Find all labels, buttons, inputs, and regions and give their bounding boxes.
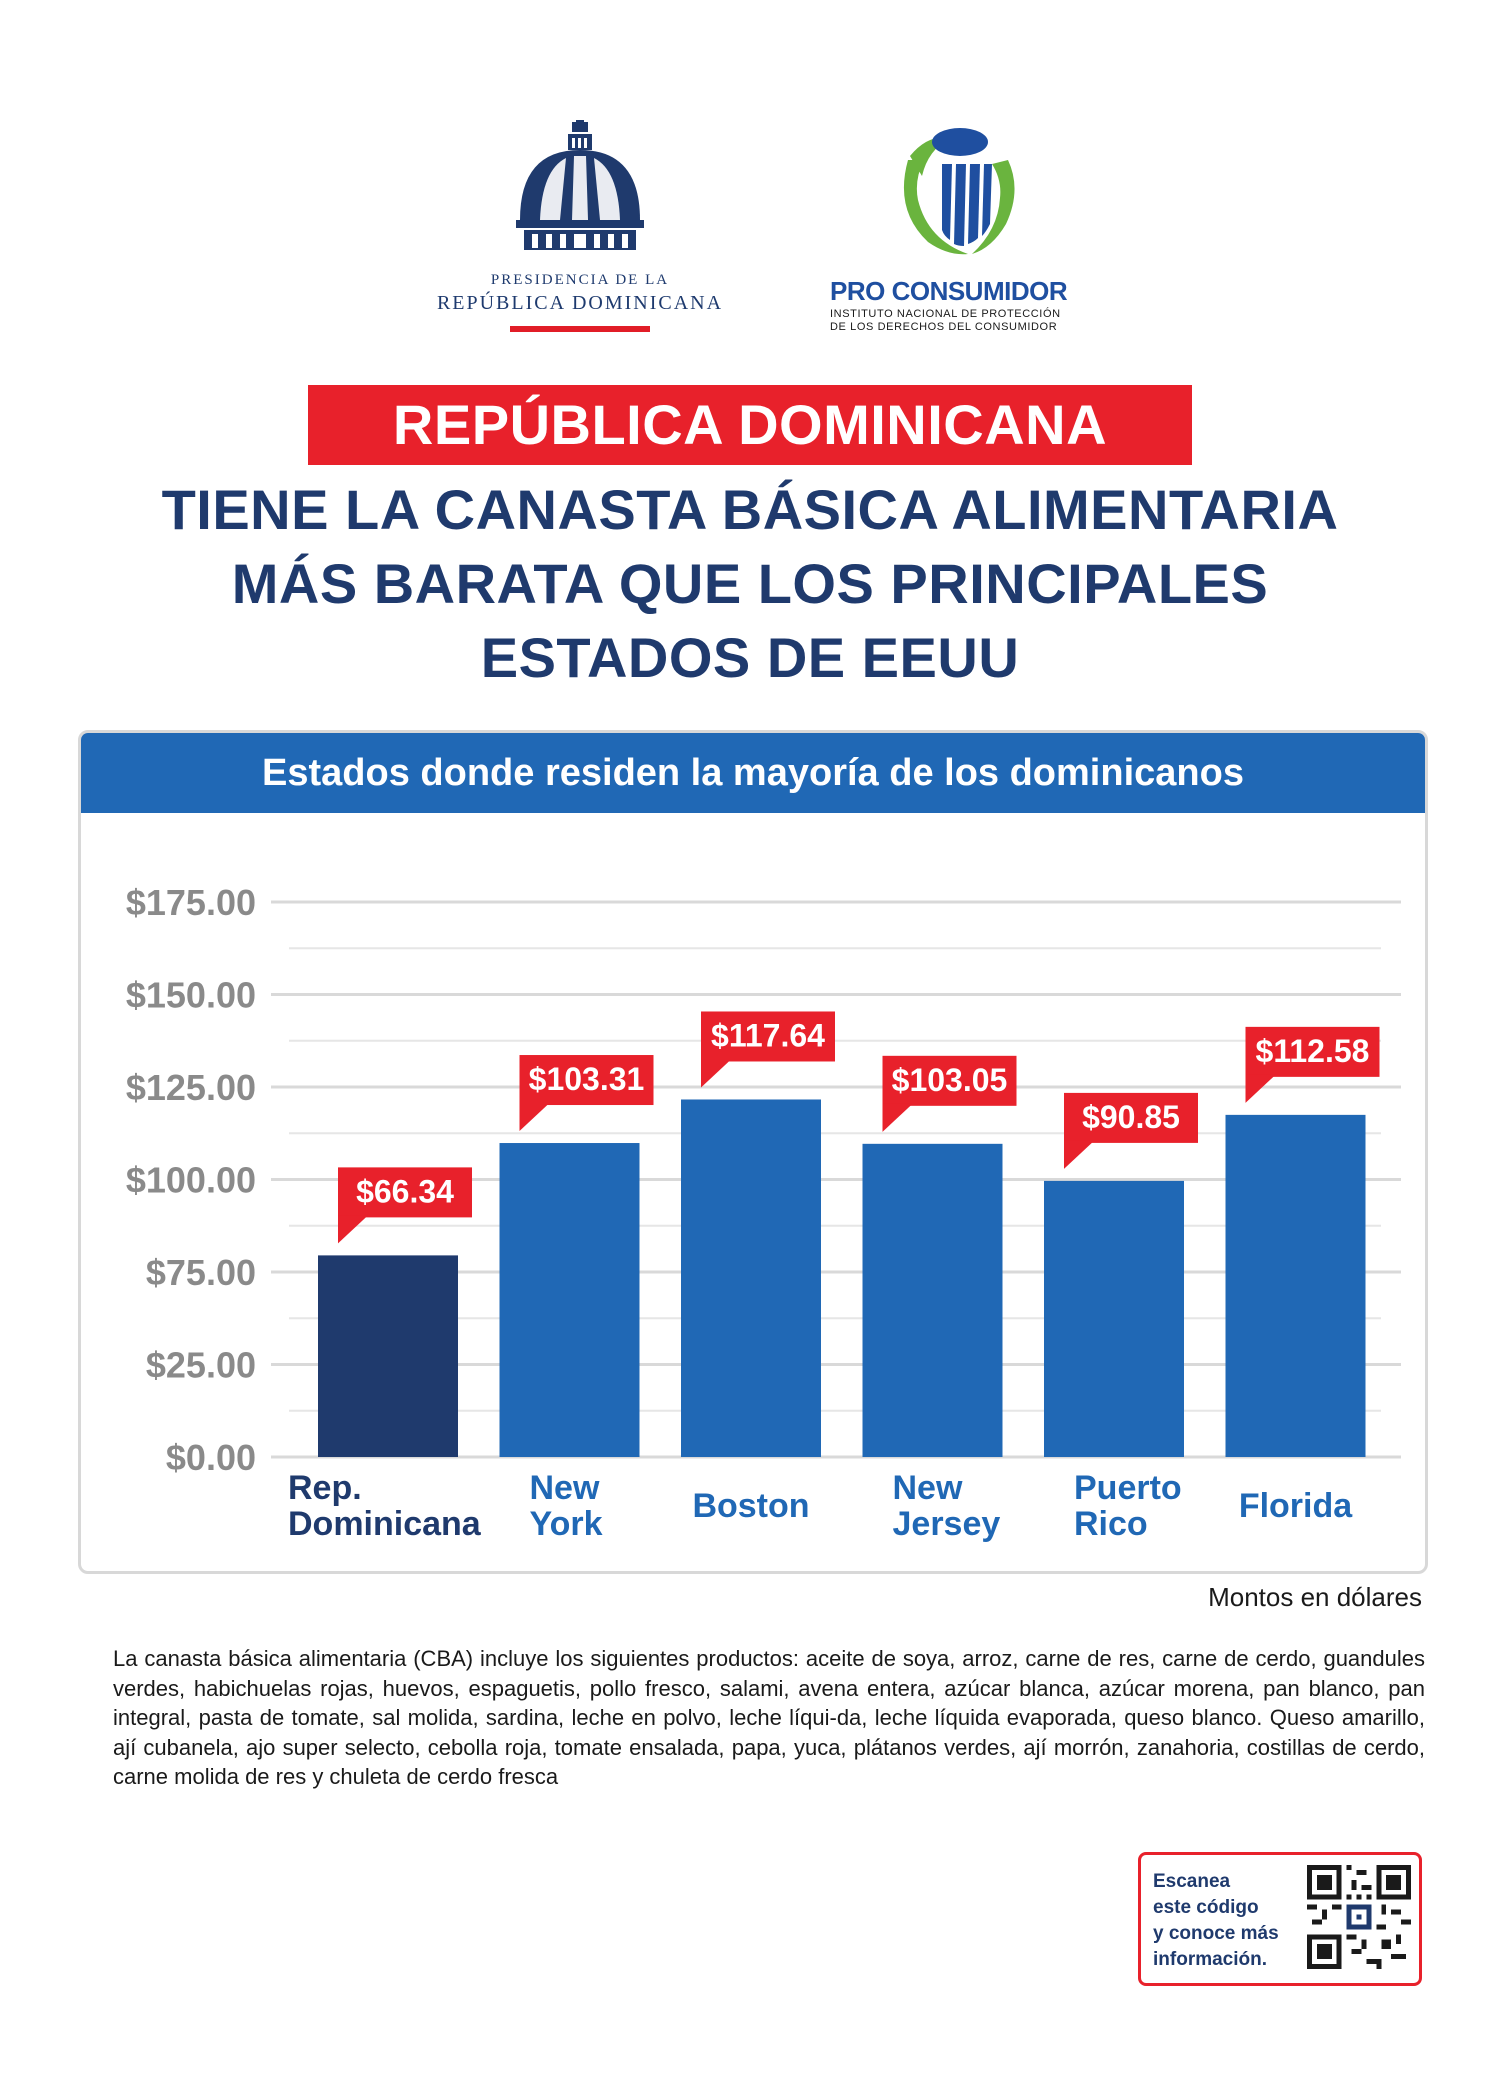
y-tick-label: $175.00 bbox=[126, 882, 256, 923]
qr-line-2: este código bbox=[1153, 1897, 1259, 1918]
bar-chart: $0.00 $25.00 $75.00 $100.00 $125.00 $150.00 $1… bbox=[126, 882, 1401, 1543]
y-tick-label: $25.00 bbox=[146, 1345, 256, 1386]
value-label: $90.85 bbox=[1082, 1099, 1180, 1135]
y-tick-label: $150.00 bbox=[126, 975, 256, 1016]
proconsumidor-name: PRO CONSUMIDOR bbox=[830, 276, 1068, 306]
category-label: Rep. bbox=[288, 1469, 362, 1507]
bar-4 bbox=[862, 1143, 1003, 1457]
presidencia-red-bar bbox=[510, 326, 650, 332]
proconsumidor-subtitle: INSTITUTO NACIONAL DE PROTECCIÓN DE LOS … bbox=[830, 308, 1090, 334]
headline-line-1: TIENE LA CANASTA BÁSICA ALIMENTARIA bbox=[161, 478, 1339, 541]
bar-2 bbox=[499, 1143, 640, 1457]
qr-line-3: y conoce más bbox=[1153, 1923, 1279, 1944]
proconsumidor-sub1: INSTITUTO NACIONAL DE PROTECCIÓN bbox=[830, 308, 1061, 320]
value-label: $117.64 bbox=[711, 1017, 825, 1053]
value-label: $103.05 bbox=[892, 1062, 1008, 1098]
value-label-pointer bbox=[338, 1215, 368, 1244]
value-label-box bbox=[1064, 1092, 1198, 1143]
presidencia-line1: PRESIDENCIA DE LA bbox=[490, 272, 670, 288]
value-label-pointer bbox=[882, 1103, 913, 1132]
proconsumidor-emblem-icon bbox=[894, 128, 1022, 256]
y-tick-label: $100.00 bbox=[126, 1160, 256, 1201]
headline-line-2: MÁS BARATA QUE LOS PRINCIPALES bbox=[231, 552, 1269, 615]
category-label: York bbox=[530, 1505, 603, 1543]
bar-6 bbox=[1225, 1114, 1366, 1457]
qr-code-icon[interactable] bbox=[1307, 1865, 1411, 1969]
chart-card: Estados donde residen la mayoría de los … bbox=[78, 730, 1428, 1574]
value-label: $112.58 bbox=[1256, 1033, 1370, 1069]
presidencia-line2: REPÚBLICA DOMINICANA bbox=[436, 292, 724, 314]
chart-title: Estados donde residen la mayoría de los … bbox=[81, 733, 1425, 813]
presidencia-logo: PRESIDENCIA DE LA REPÚBLICA DOMINICANA bbox=[420, 120, 740, 340]
category-label: Dominicana bbox=[288, 1505, 482, 1543]
qr-line-4: información. bbox=[1153, 1949, 1268, 1970]
logo-header: PRESIDENCIA DE LA REPÚBLICA DOMINICANA P… bbox=[0, 110, 1500, 340]
y-tick-label: $0.00 bbox=[166, 1437, 256, 1478]
bar-1 bbox=[318, 1255, 458, 1457]
qr-card[interactable]: Escanea este código y conoce más informa… bbox=[1138, 1852, 1422, 1986]
proconsumidor-logo: PRO CONSUMIDOR INSTITUTO NACIONAL DE PRO… bbox=[830, 120, 1090, 340]
value-label-pointer bbox=[519, 1103, 550, 1132]
bar-5 bbox=[1044, 1180, 1184, 1457]
category-label: Florida bbox=[1239, 1487, 1353, 1525]
y-tick-label: $125.00 bbox=[126, 1067, 256, 1108]
headline-badge: REPÚBLICA DOMINICANA bbox=[308, 385, 1192, 465]
category-label: New bbox=[893, 1469, 963, 1507]
y-tick-label: $75.00 bbox=[146, 1252, 256, 1293]
value-label-box bbox=[519, 1055, 654, 1106]
value-label-pointer bbox=[701, 1059, 731, 1088]
units-note: Montos en dólares bbox=[1208, 1582, 1422, 1612]
cba-description: La canasta básica alimentaria (CBA) incl… bbox=[113, 1646, 1425, 1789]
headline-line-3: ESTADOS DE EEUU bbox=[480, 626, 1020, 689]
capitol-dome-icon bbox=[516, 120, 644, 250]
value-label-pointer bbox=[1245, 1074, 1276, 1103]
category-label: Jersey bbox=[893, 1505, 1001, 1543]
proconsumidor-sub2: DE LOS DERECHOS DEL CONSUMIDOR bbox=[830, 321, 1058, 333]
value-label: $103.31 bbox=[529, 1061, 645, 1097]
category-label: Puerto bbox=[1074, 1469, 1182, 1507]
bar-3 bbox=[681, 1099, 821, 1457]
category-label: Boston bbox=[692, 1487, 809, 1525]
value-label-pointer bbox=[1064, 1140, 1094, 1169]
category-label: New bbox=[530, 1469, 600, 1507]
value-label-box bbox=[882, 1055, 1017, 1106]
value-label-box bbox=[1245, 1026, 1380, 1077]
value-label-box bbox=[701, 1011, 835, 1062]
value-label: $66.34 bbox=[356, 1173, 454, 1209]
qr-caption: Escanea este código y conoce más informa… bbox=[1153, 1869, 1303, 1973]
qr-line-1: Escanea bbox=[1153, 1871, 1231, 1892]
value-label-box bbox=[338, 1167, 472, 1218]
category-label: Rico bbox=[1074, 1505, 1148, 1543]
